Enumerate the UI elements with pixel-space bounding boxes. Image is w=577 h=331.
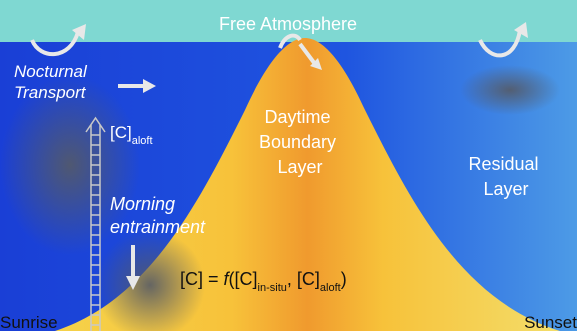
label-line: Layer: [277, 157, 322, 177]
formula-part: , [C]: [287, 269, 320, 289]
label-line: Layer: [483, 179, 528, 199]
label-line: Transport: [14, 83, 87, 102]
formula-part: ): [341, 269, 347, 289]
label-line: Boundary: [259, 132, 336, 152]
label-base: [C]: [110, 123, 132, 142]
label-sub: aloft: [132, 135, 153, 147]
formula-sub: in-situ: [258, 282, 287, 294]
diagram: Free Atmosphere Nocturnal Transport [C]a…: [0, 0, 577, 331]
residual-cloud: [460, 65, 560, 115]
sunrise-label: Sunrise: [0, 313, 58, 331]
label-line: Nocturnal: [14, 62, 88, 81]
formula-part: [C] =: [180, 269, 224, 289]
label-line: entrainment: [110, 217, 206, 237]
formula-sub: aloft: [320, 282, 341, 294]
formula-part: ([C]: [229, 269, 258, 289]
sunset-label: Sunset: [524, 313, 577, 331]
label-line: Residual: [468, 154, 538, 174]
label-line: Morning: [110, 194, 175, 214]
label-line: Daytime: [264, 107, 330, 127]
free-atmosphere-label: Free Atmosphere: [219, 14, 357, 34]
